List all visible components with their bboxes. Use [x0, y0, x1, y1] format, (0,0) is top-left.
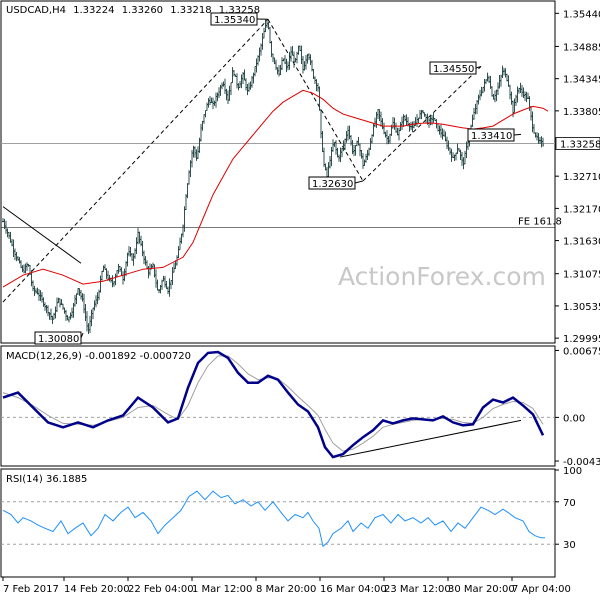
x-tick-label: 7 Feb 2017 [3, 584, 59, 595]
x-tick-label: 14 Feb 20:00 [64, 584, 130, 595]
level-box-label: 1.32630 [312, 179, 353, 190]
price-tick-label: 1.32710 [563, 172, 600, 183]
level-boxes: 1.35340 1.34550 1.33410 1.32630 1.30080 [34, 12, 522, 345]
price-tick-label: 1.31075 [563, 270, 600, 281]
rsi-level-lines [1, 501, 555, 545]
fe-label: FE 161.8 [518, 217, 562, 228]
rsi-line [2, 490, 545, 548]
macd-axis-ticks: 0.006754 0.00 -0.004399 [555, 346, 600, 468]
pullback-trendline [267, 19, 364, 182]
rsi-label: RSI(14) 36.1885 [6, 474, 87, 485]
level-box: 1.30080 [34, 331, 84, 345]
ohlc-close: 1.33258 [219, 5, 260, 16]
chart-title: USDCAD,H4 1.33224 1.33260 1.33218 1.3325… [6, 5, 260, 16]
price-panel-frame [0, 0, 556, 344]
price-bars [2, 19, 544, 334]
price-tick-label: 1.30535 [563, 302, 600, 313]
price-tick-label: 1.33805 [563, 107, 600, 118]
level-box: 1.33410 [467, 128, 522, 142]
x-tick-label: 22 Feb 04:00 [128, 584, 194, 595]
macd-tick-label: 0.006754 [563, 346, 600, 357]
watermark: ActionForex.com [338, 262, 546, 291]
price-bar [542, 137, 544, 147]
rsi-tick-label: 30 [563, 540, 576, 551]
x-tick-label: 1 Mar 12:00 [192, 584, 252, 595]
level-box: 1.34550 [429, 61, 482, 75]
level-box: 1.32630 [308, 176, 364, 190]
price-tick-label: 1.32170 [563, 204, 600, 215]
macd-tick-label: 0.00 [563, 413, 585, 424]
level-box: 1.35340 [210, 12, 269, 26]
rsi-axis-ticks: 100 70 30 [555, 466, 582, 551]
downtrend-line [2, 206, 82, 264]
current-price-tag [555, 137, 600, 150]
macd-trendline [339, 419, 522, 458]
x-tick-label: 8 Mar 20:00 [256, 584, 316, 595]
level-box-label: 1.34550 [433, 64, 474, 75]
price-tick-label: 1.35440 [563, 9, 600, 20]
price-tick-label: 1.34345 [563, 75, 600, 86]
level-box-label: 1.35340 [214, 15, 255, 26]
x-tick-label: 23 Mar 12:00 [384, 584, 451, 595]
level-box-label: 1.30080 [38, 334, 79, 345]
price-tick-label: 1.34885 [563, 42, 600, 53]
price-axis-ticks: 1.35440 1.34885 1.34345 1.33805 1.32710 1.321… [555, 9, 600, 345]
macd-tick-label: -0.004399 [563, 457, 600, 468]
level-box-label: 1.33410 [471, 131, 512, 142]
macd-panel-frame [0, 345, 556, 467]
rsi-panel-frame [0, 468, 556, 578]
price-trendlines [2, 18, 482, 303]
macd-label: MACD(12,26,9) -0.001892 -0.000720 [6, 351, 191, 362]
macd-line [2, 350, 545, 459]
ohlc-open: 1.33224 [73, 5, 114, 16]
price-tick-label: 1.31630 [563, 237, 600, 248]
rsi-tick-label: 100 [563, 466, 582, 477]
x-tick-label: 16 Mar 04:00 [320, 584, 387, 595]
price-tick-label: 1.29995 [563, 334, 600, 345]
ohlc-high: 1.33260 [122, 5, 163, 16]
macd-signal-line [2, 355, 544, 452]
x-tick-label: 30 Mar 20:00 [448, 584, 515, 595]
rally-trendline [2, 18, 269, 303]
price-reference-lines [1, 142, 555, 228]
rsi-tick-label: 70 [563, 498, 576, 509]
ohlc-low: 1.33218 [170, 5, 211, 16]
current-price-label: 1.33258 [560, 139, 600, 150]
x-tick-label: 7 Apr 04:00 [512, 584, 571, 595]
